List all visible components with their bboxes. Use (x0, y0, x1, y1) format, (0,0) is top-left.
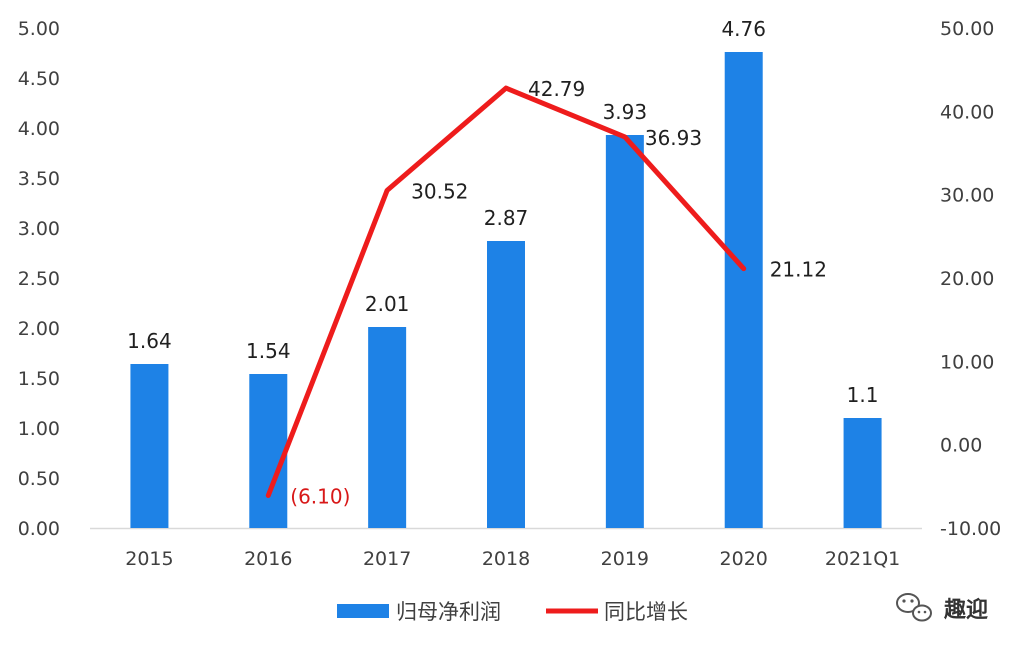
x-tick-label: 2019 (601, 548, 649, 570)
y-left-tick-label: 4.00 (18, 118, 60, 140)
bar (605, 135, 644, 528)
bar (487, 241, 525, 528)
x-tick-label: 2018 (482, 548, 530, 570)
bar-value-label: 1.1 (847, 383, 879, 407)
legend-bar-label: 归母净利润 (396, 600, 501, 624)
line-value-label: 42.79 (528, 77, 585, 101)
x-axis: 2015 2016 2017 2018 2019 2020 2021Q1 (125, 548, 900, 570)
bar (724, 52, 763, 528)
bar-value-label: 1.64 (127, 329, 172, 353)
y-left-tick-label: 5.00 (18, 18, 60, 40)
y-left-tick-label: 0.00 (18, 518, 60, 540)
line-value-label: 36.93 (645, 126, 702, 150)
line-value-label: 30.52 (411, 179, 468, 203)
y-right-tick-label: 20.00 (940, 268, 994, 290)
y-right-tick-label: 50.00 (940, 18, 994, 40)
legend: 归母净利润 同比增长 (337, 600, 688, 624)
bar-data-labels: 1.64 1.54 2.01 2.87 3.93 4.76 1.1 (127, 17, 878, 407)
line-value-label: 21.12 (770, 258, 827, 282)
y-left-tick-label: 2.50 (18, 268, 60, 290)
wechat-icon (896, 593, 932, 622)
bar-series (130, 52, 882, 528)
x-tick-label: 2021Q1 (825, 548, 900, 570)
line-series (265, 85, 747, 498)
bar (843, 418, 882, 528)
y-right-tick-label: -10.00 (940, 518, 1001, 540)
bar-value-label: 4.76 (721, 17, 766, 41)
bar-value-label: 2.01 (365, 292, 410, 316)
y-left-tick-label: 4.50 (18, 68, 60, 90)
x-tick-label: 2015 (125, 548, 173, 570)
line-value-label: (6.10) (290, 485, 350, 509)
y-left-tick-label: 3.00 (18, 218, 60, 240)
x-tick-label: 2017 (363, 548, 411, 570)
y-left-tick-label: 2.00 (18, 318, 60, 340)
y-left-tick-label: 1.50 (18, 368, 60, 390)
y-right-axis: -10.00 0.00 10.00 20.00 30.00 40.00 50.00 (940, 18, 1001, 540)
legend-bar-swatch (337, 604, 389, 618)
y-left-tick-label: 1.00 (18, 418, 60, 440)
x-tick-label: 2016 (244, 548, 292, 570)
x-tick-label: 2020 (720, 548, 768, 570)
line-data-labels: (6.10) 30.52 42.79 36.93 21.12 (290, 77, 827, 508)
y-left-tick-label: 3.50 (18, 168, 60, 190)
bar (130, 364, 169, 528)
watermark: 趣迎 (896, 593, 988, 623)
bar-value-label: 2.87 (484, 206, 529, 230)
y-right-tick-label: 40.00 (940, 101, 994, 123)
y-right-tick-label: 10.00 (940, 351, 994, 373)
legend-line-label: 同比增长 (604, 600, 688, 624)
watermark-text: 趣迎 (943, 597, 988, 623)
bar (368, 327, 407, 528)
growth-line (265, 85, 747, 498)
y-right-tick-label: 0.00 (940, 435, 982, 457)
y-left-axis: 0.00 0.50 1.00 1.50 2.00 2.50 3.00 3.50 4.00 4.50… (18, 18, 60, 540)
bar-value-label: 3.93 (603, 100, 648, 124)
y-left-tick-label: 0.50 (18, 468, 60, 490)
bar (249, 374, 288, 528)
y-right-tick-label: 30.00 (940, 185, 994, 207)
bar-value-label: 1.54 (246, 339, 291, 363)
